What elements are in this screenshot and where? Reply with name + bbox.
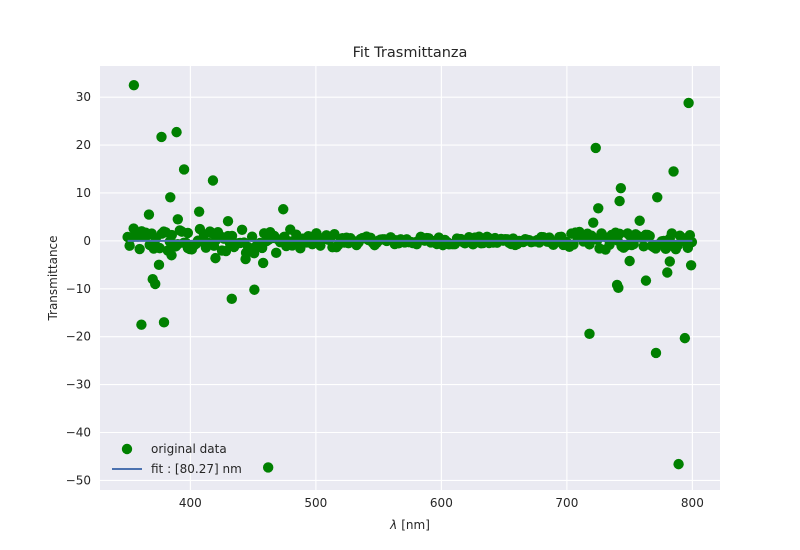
y-axis-label: Transmittance xyxy=(46,235,60,321)
x-axis-unit: [nm] xyxy=(401,518,430,532)
x-tick-label: 800 xyxy=(681,496,704,510)
band-marker xyxy=(128,223,139,234)
data-point xyxy=(652,192,663,203)
y-tick-label: 20 xyxy=(76,138,91,152)
data-point xyxy=(222,216,234,227)
data-point xyxy=(193,206,205,217)
y-tick-label: 10 xyxy=(76,186,91,200)
x-tick-labels: 400 500 600 700 800 xyxy=(179,496,704,510)
y-tick-label: −40 xyxy=(66,426,91,440)
x-axis-label: λ [nm] xyxy=(389,518,430,532)
data-point xyxy=(143,209,155,220)
band-marker xyxy=(568,239,579,250)
data-point xyxy=(158,317,170,328)
data-point xyxy=(613,282,624,294)
band-marker xyxy=(271,247,282,259)
y-tick-label: −50 xyxy=(66,473,91,487)
x-tick-label: 600 xyxy=(430,496,453,510)
band-marker xyxy=(638,241,649,252)
data-point xyxy=(182,242,194,254)
band-marker xyxy=(246,231,258,242)
data-point xyxy=(679,332,691,344)
band-marker xyxy=(182,227,194,239)
data-point xyxy=(210,252,221,264)
data-point xyxy=(662,267,673,278)
data-point xyxy=(664,256,675,267)
data-point xyxy=(588,217,599,228)
y-tick-label: 30 xyxy=(76,90,91,104)
data-point xyxy=(640,275,652,286)
data-point xyxy=(590,142,601,154)
legend-label-original-data: original data xyxy=(151,442,227,456)
data-point xyxy=(615,182,627,194)
data-point xyxy=(207,175,219,186)
legend: original data fit : [80.27] nm xyxy=(112,442,242,476)
band-marker xyxy=(604,239,615,250)
data-point xyxy=(262,462,274,473)
y-tick-label: −10 xyxy=(66,282,91,296)
chart-title: Fit Trasmittanza xyxy=(353,45,468,61)
band-marker xyxy=(134,243,145,255)
band-marker xyxy=(236,224,248,236)
data-point xyxy=(614,195,625,207)
x-tick-label: 400 xyxy=(179,496,202,510)
data-point xyxy=(673,458,684,470)
data-point xyxy=(150,278,161,290)
data-point xyxy=(128,79,140,91)
data-point xyxy=(685,260,697,271)
data-point xyxy=(634,215,645,226)
legend-marker-original-data xyxy=(121,443,133,455)
data-point xyxy=(624,255,635,267)
band-marker xyxy=(166,229,177,241)
data-point xyxy=(165,192,176,203)
band-marker xyxy=(329,229,340,240)
data-point xyxy=(156,131,167,143)
data-point xyxy=(226,293,237,305)
data-point xyxy=(257,257,269,269)
data-point xyxy=(683,97,694,109)
data-point xyxy=(171,126,182,138)
x-tick-label: 700 xyxy=(555,496,578,510)
data-point xyxy=(136,319,147,330)
y-tick-labels: −50 −40 −30 −20 −10 0 10 20 30 xyxy=(66,90,91,487)
band-marker xyxy=(644,230,655,242)
data-point xyxy=(178,164,190,175)
y-tick-label: 0 xyxy=(83,234,91,248)
legend-label-fit: fit : [80.27] nm xyxy=(151,462,242,476)
plot-area xyxy=(100,66,720,490)
band-marker xyxy=(154,242,165,254)
data-point xyxy=(249,284,260,295)
data-point xyxy=(240,253,251,265)
x-tick-label: 500 xyxy=(304,496,327,510)
data-point xyxy=(650,347,662,359)
y-tick-label: −20 xyxy=(66,330,91,344)
data-point xyxy=(593,203,604,214)
data-point xyxy=(172,214,184,225)
x-axis-symbol: λ xyxy=(389,518,397,532)
band-marker xyxy=(614,228,625,240)
y-tick-label: −30 xyxy=(66,378,91,392)
data-point xyxy=(278,204,289,215)
data-point xyxy=(166,250,177,261)
band-marker xyxy=(686,236,698,248)
data-points xyxy=(128,79,697,473)
band-marker xyxy=(226,230,238,242)
band-marker xyxy=(220,245,232,257)
data-point xyxy=(584,328,595,340)
data-point xyxy=(153,259,165,271)
band-marker xyxy=(124,240,135,251)
band-marker xyxy=(666,228,678,239)
data-point xyxy=(668,166,679,177)
